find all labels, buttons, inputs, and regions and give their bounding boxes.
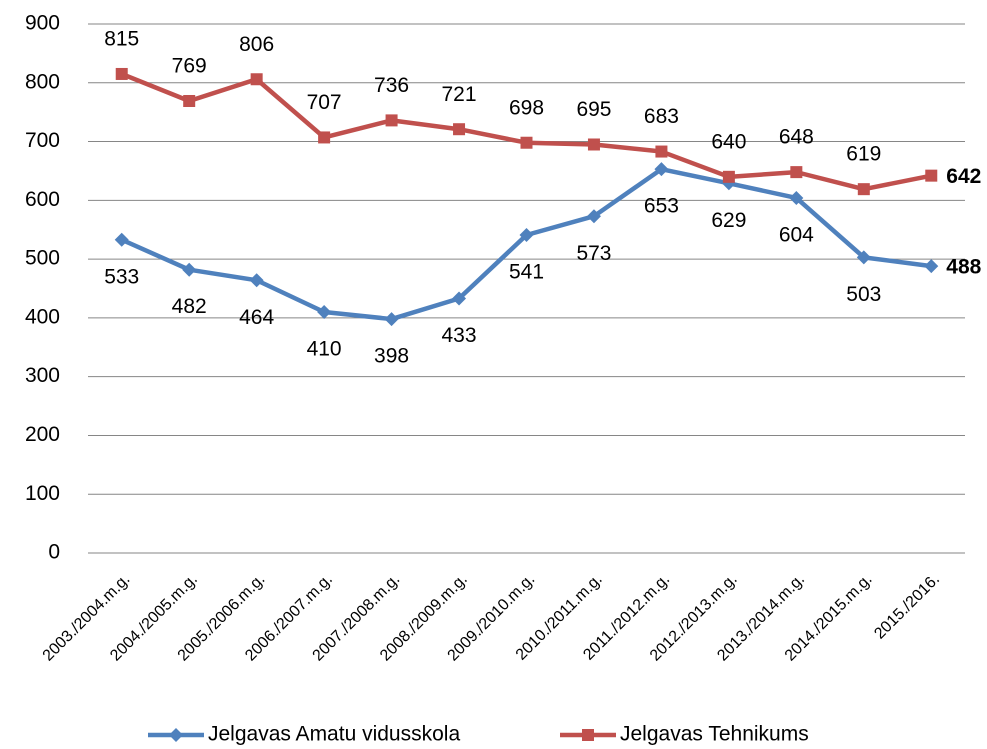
x-tick-label: 2015./2016. bbox=[871, 571, 943, 643]
y-tick-label: 300 bbox=[25, 364, 60, 387]
point bbox=[520, 136, 533, 149]
point bbox=[586, 209, 601, 224]
point bbox=[790, 166, 803, 179]
y-tick-label: 700 bbox=[25, 129, 60, 152]
data-label: 604 bbox=[779, 224, 814, 247]
point bbox=[856, 250, 871, 265]
point bbox=[924, 259, 939, 274]
point bbox=[452, 291, 467, 306]
data-label: 433 bbox=[442, 324, 477, 347]
data-label: 640 bbox=[711, 130, 746, 153]
data-label: 398 bbox=[374, 345, 409, 368]
y-tick-label: 600 bbox=[25, 188, 60, 211]
data-label: 698 bbox=[509, 96, 544, 119]
y-tick-label: 100 bbox=[25, 482, 60, 505]
data-label: 683 bbox=[644, 105, 679, 128]
data-label: 736 bbox=[374, 74, 409, 97]
point bbox=[789, 190, 804, 205]
point bbox=[384, 312, 399, 327]
point bbox=[249, 273, 264, 288]
data-label: 806 bbox=[239, 33, 274, 56]
legend-label: Jelgavas Tehnikums bbox=[620, 723, 809, 746]
y-tick-label: 900 bbox=[25, 12, 60, 35]
data-label: 721 bbox=[442, 83, 477, 106]
data-label: 695 bbox=[576, 98, 611, 121]
data-label: 707 bbox=[307, 91, 342, 114]
legend-marker bbox=[169, 728, 183, 742]
y-tick-label: 200 bbox=[25, 423, 60, 446]
y-tick-label: 0 bbox=[48, 541, 60, 564]
legend-marker bbox=[582, 729, 594, 741]
point bbox=[453, 123, 466, 136]
data-label: 642 bbox=[946, 165, 981, 188]
point bbox=[654, 162, 669, 177]
data-label: 488 bbox=[946, 256, 981, 279]
data-label: 815 bbox=[104, 28, 139, 51]
data-label: 648 bbox=[779, 126, 814, 149]
data-label: 653 bbox=[644, 195, 679, 218]
data-label: 533 bbox=[104, 265, 139, 288]
data-label: 541 bbox=[509, 261, 544, 284]
point bbox=[385, 114, 398, 127]
data-label: 629 bbox=[711, 209, 746, 232]
point bbox=[182, 262, 197, 277]
point bbox=[317, 305, 332, 320]
data-label: 464 bbox=[239, 306, 274, 329]
point bbox=[722, 170, 735, 183]
data-label: 503 bbox=[846, 283, 881, 306]
point bbox=[318, 131, 331, 144]
legend-label: Jelgavas Amatu vidusskola bbox=[208, 723, 460, 746]
point bbox=[519, 228, 534, 243]
point bbox=[183, 94, 196, 107]
point bbox=[655, 145, 668, 158]
data-label: 573 bbox=[576, 242, 611, 265]
data-label: 769 bbox=[172, 55, 207, 78]
y-tick-label: 800 bbox=[25, 70, 60, 93]
point bbox=[115, 67, 128, 80]
data-label: 619 bbox=[846, 143, 881, 166]
data-label: 482 bbox=[172, 295, 207, 318]
y-tick-label: 500 bbox=[25, 247, 60, 270]
point bbox=[250, 73, 263, 86]
point bbox=[114, 232, 129, 247]
point bbox=[587, 138, 600, 151]
legend-item: Jelgavas Amatu vidusskola bbox=[148, 723, 460, 746]
point bbox=[857, 183, 870, 196]
point bbox=[925, 169, 938, 182]
y-tick-label: 400 bbox=[25, 305, 60, 328]
data-label: 410 bbox=[307, 338, 342, 361]
legend-item: Jelgavas Tehnikums bbox=[560, 723, 809, 746]
